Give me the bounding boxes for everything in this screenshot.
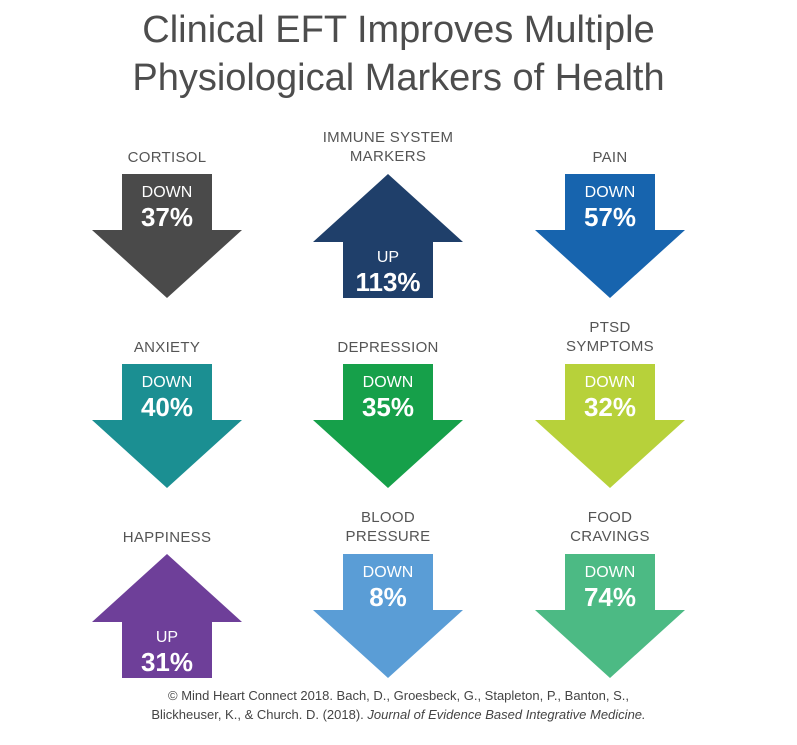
citation-line-2: Blickheuser, K., & Church. D. (2018). Jo… xyxy=(0,705,797,724)
up-arrow-icon: UP 113% xyxy=(313,174,463,298)
marker-happiness: HAPPINESS UP 31% xyxy=(47,508,287,698)
marker-percent: 35% xyxy=(361,392,415,422)
title-line-1: Clinical EFT Improves Multiple xyxy=(142,9,655,51)
marker-pain: PAIN DOWN 57% xyxy=(490,128,730,318)
marker-percent: 8% xyxy=(369,582,407,612)
up-arrow-icon: UP 31% xyxy=(92,554,242,678)
marker-anxiety: ANXIETY DOWN 40% xyxy=(47,318,287,508)
marker-percent: 31% xyxy=(140,647,194,677)
marker-cortisol: CORTISOL DOWN 37% xyxy=(47,128,287,318)
marker-label: PAIN xyxy=(592,149,628,166)
marker-direction: UP xyxy=(376,249,400,266)
marker-direction: DOWN xyxy=(584,374,636,391)
down-arrow-icon: DOWN 32% xyxy=(535,364,685,488)
marker-label: FOOD xyxy=(587,509,633,526)
marker-direction: DOWN xyxy=(141,374,193,391)
marker-percent: 37% xyxy=(140,202,194,232)
marker-direction: DOWN xyxy=(362,374,414,391)
marker-label: MARKERS xyxy=(349,148,427,165)
citation-footer: © Mind Heart Connect 2018. Bach, D., Gro… xyxy=(0,686,797,724)
marker-label: BLOOD xyxy=(360,509,415,526)
marker-blood-pressure: BLOOD PRESSURE DOWN 8% xyxy=(268,508,508,698)
marker-percent: 40% xyxy=(140,392,194,422)
down-arrow-icon: DOWN 37% xyxy=(92,174,242,298)
title-line-2: Physiological Markers of Health xyxy=(132,57,665,99)
citation-line-1: © Mind Heart Connect 2018. Bach, D., Gro… xyxy=(168,688,629,703)
marker-label: PRESSURE xyxy=(345,528,431,545)
marker-direction: DOWN xyxy=(141,184,193,201)
marker-label: CRAVINGS xyxy=(570,528,650,545)
infographic-title: Clinical EFT Improves Multiple Physiolog… xyxy=(0,6,797,102)
marker-label: PTSD xyxy=(589,319,631,336)
down-arrow-icon: DOWN 40% xyxy=(92,364,242,488)
marker-immune-system-markers: IMMUNE SYSTEM MARKERS UP 113% xyxy=(268,128,508,318)
marker-direction: DOWN xyxy=(362,564,414,581)
marker-direction: UP xyxy=(155,629,179,646)
marker-percent: 113% xyxy=(355,267,421,297)
down-arrow-icon: DOWN 8% xyxy=(313,554,463,678)
citation-journal: Journal of Evidence Based Integrative Me… xyxy=(367,707,646,722)
marker-label: CORTISOL xyxy=(127,149,207,166)
marker-direction: DOWN xyxy=(584,564,636,581)
marker-label: IMMUNE SYSTEM xyxy=(322,129,454,146)
marker-percent: 57% xyxy=(583,202,637,232)
down-arrow-icon: DOWN 74% xyxy=(535,554,685,678)
marker-label: HAPPINESS xyxy=(122,529,212,546)
marker-direction: DOWN xyxy=(584,184,636,201)
marker-label: ANXIETY xyxy=(133,339,201,356)
down-arrow-icon: DOWN 57% xyxy=(535,174,685,298)
marker-label: DEPRESSION xyxy=(337,339,439,356)
marker-percent: 74% xyxy=(583,582,637,612)
marker-percent: 32% xyxy=(583,392,637,422)
marker-depression: DEPRESSION DOWN 35% xyxy=(268,318,508,508)
marker-food-cravings: FOOD CRAVINGS DOWN 74% xyxy=(490,508,730,698)
marker-ptsd-symptoms: PTSD SYMPTOMS DOWN 32% xyxy=(490,318,730,508)
marker-label: SYMPTOMS xyxy=(566,338,654,355)
citation-authors: Blickheuser, K., & Church. D. (2018). xyxy=(151,707,364,722)
down-arrow-icon: DOWN 35% xyxy=(313,364,463,488)
